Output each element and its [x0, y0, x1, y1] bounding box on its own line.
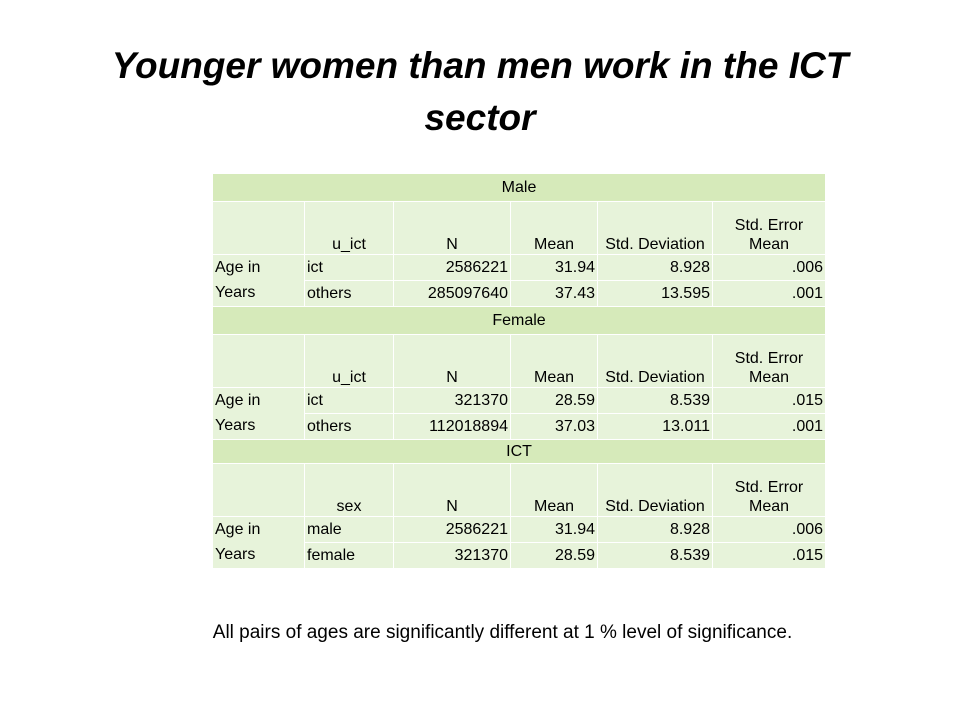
std-dev-cell: 8.539 [597, 387, 713, 414]
std-err-cell: .015 [711, 387, 827, 414]
n-cell: 321370 [393, 542, 511, 569]
std-dev-cell: 8.928 [597, 516, 713, 543]
mean-cell: 31.94 [510, 516, 598, 543]
std-err-cell: .001 [711, 280, 827, 307]
std-dev-cell: 8.928 [597, 254, 713, 281]
n-header: N [393, 334, 511, 388]
group-header: u_ict [304, 201, 394, 255]
empty-header-cell [212, 201, 305, 255]
footnote: All pairs of ages are significantly diff… [212, 622, 793, 643]
category-cell: ict [304, 254, 394, 281]
group-header: u_ict [304, 334, 394, 388]
slide-title: Younger women than men work in the ICT s… [111, 45, 849, 138]
age-statistics-table: Male u_ict N Mean Std. Deviation Std. Er… [211, 173, 827, 569]
mean-cell: 28.59 [510, 387, 598, 414]
section-band-female: Female [211, 306, 827, 335]
table-row: female 321370 28.59 8.539 .015 [213, 542, 827, 569]
column-header-row: u_ict N Mean Std. Deviation Std. Error M… [212, 334, 827, 388]
category-cell: others [304, 280, 394, 307]
std-err-cell: .006 [711, 254, 827, 281]
std-dev-cell: 8.539 [597, 542, 713, 569]
n-cell: 321370 [393, 387, 511, 414]
std-dev-header: Std. Deviation [597, 334, 713, 388]
mean-cell: 28.59 [510, 542, 598, 569]
column-header-row: u_ict N Mean Std. Deviation Std. Error M… [212, 201, 827, 255]
table-row: Age in Years male 2586221 31.94 8.928 .0… [212, 516, 827, 569]
mean-cell: 37.03 [510, 413, 598, 440]
table-row: Age in Years ict 321370 28.59 8.539 .015 [212, 387, 827, 440]
category-cell: female [304, 542, 394, 569]
mean-header: Mean [510, 463, 598, 517]
section-band-male: Male [211, 173, 827, 202]
category-cell: male [304, 516, 394, 543]
row-label: Age in Years [212, 387, 305, 440]
std-dev-cell: 13.595 [597, 280, 713, 307]
section-title: Male [211, 173, 827, 202]
n-cell: 112018894 [393, 413, 511, 440]
section-band-ict: ICT [211, 439, 827, 464]
mean-cell: 37.43 [510, 280, 598, 307]
std-err-header: Std. Error Mean [711, 463, 827, 517]
n-cell: 2586221 [393, 516, 511, 543]
n-header: N [393, 201, 511, 255]
std-err-cell: .006 [711, 516, 827, 543]
column-header-row: sex N Mean Std. Deviation Std. Error Mea… [212, 463, 827, 517]
std-err-header: Std. Error Mean [711, 201, 827, 255]
empty-header-cell [212, 334, 305, 388]
std-dev-cell: 13.011 [597, 413, 713, 440]
table-row: Age in Years ict 2586221 31.94 8.928 .00… [212, 254, 827, 307]
std-dev-header: Std. Deviation [597, 463, 713, 517]
group-header: sex [304, 463, 394, 517]
category-cell: ict [304, 387, 394, 414]
n-cell: 285097640 [393, 280, 511, 307]
table-row: others 112018894 37.03 13.011 .001 [213, 413, 827, 440]
table-row: others 285097640 37.43 13.595 .001 [213, 280, 827, 307]
row-label: Age in Years [212, 254, 305, 307]
std-err-cell: .001 [711, 413, 827, 440]
n-header: N [393, 463, 511, 517]
std-err-header: Std. Error Mean [711, 334, 827, 388]
n-cell: 2586221 [393, 254, 511, 281]
std-err-cell: .015 [711, 542, 827, 569]
empty-header-cell [212, 463, 305, 517]
category-cell: others [304, 413, 394, 440]
std-dev-header: Std. Deviation [597, 201, 713, 255]
row-label: Age in Years [212, 516, 305, 569]
mean-header: Mean [510, 334, 598, 388]
mean-header: Mean [510, 201, 598, 255]
section-title: ICT [211, 439, 827, 464]
section-title: Female [211, 306, 827, 335]
mean-cell: 31.94 [510, 254, 598, 281]
